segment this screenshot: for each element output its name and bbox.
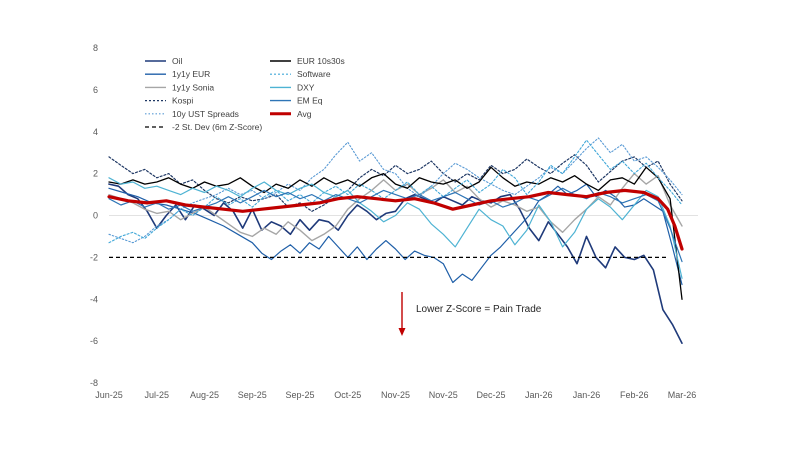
legend: Oil EUR 10s30s 1y1y EUR Software 1y1y Sonia D…	[145, 56, 345, 132]
legend-label: EUR 10s30s	[297, 56, 345, 66]
legend-item: EM Eq	[270, 96, 323, 106]
pain-trade-annotation: Lower Z-Score = Pain Trade	[416, 304, 542, 315]
pain-trade-arrow-head	[398, 328, 406, 336]
series-line-oil	[108, 183, 683, 344]
x-tick-label: Oct-25	[334, 390, 361, 400]
y-tick-label: 4	[93, 127, 98, 137]
y-tick-label: -2	[90, 252, 98, 262]
y-tick-label: -4	[90, 294, 98, 304]
legend-item: Avg	[270, 109, 312, 119]
series-line-kospi	[108, 154, 683, 212]
y-tick-label: -8	[90, 378, 98, 388]
legend-label: 10y UST Spreads	[172, 109, 239, 119]
legend-label: EM Eq	[297, 96, 323, 106]
x-tick-label: Feb-26	[620, 390, 649, 400]
x-tick-label: Sep-25	[285, 390, 314, 400]
series-line-dxy	[108, 177, 683, 279]
y-axis: 8 6 4 2 0 -2 -4 -6 -8	[90, 43, 98, 388]
y-tick-label: 6	[93, 85, 98, 95]
series-line-software	[108, 139, 683, 244]
x-axis: Jun-25 Jul-25 Aug-25 Sep-25 Sep-25 Oct-25 Nov-…	[95, 390, 696, 400]
x-tick-label: Dec-25	[476, 390, 505, 400]
legend-label: Oil	[172, 56, 183, 66]
x-tick-label: Sep-25	[238, 390, 267, 400]
annotation: Lower Z-Score = Pain Trade	[398, 292, 542, 336]
legend-item: Software	[270, 69, 331, 79]
legend-item: 1y1y Sonia	[145, 82, 214, 92]
x-tick-label: Mar-26	[668, 390, 697, 400]
y-tick-label: 0	[93, 211, 98, 221]
series-line-eur-10s30s	[108, 166, 683, 300]
legend-item: Kospi	[145, 96, 193, 106]
x-tick-label: Jul-25	[144, 390, 169, 400]
legend-label: 1y1y EUR	[172, 69, 210, 79]
legend-label: Avg	[297, 109, 312, 119]
legend-label: Software	[297, 69, 331, 79]
x-tick-label: Nov-25	[381, 390, 410, 400]
legend-label: 1y1y Sonia	[172, 82, 214, 92]
x-tick-label: Jan-26	[573, 390, 601, 400]
x-tick-label: Jan-26	[525, 390, 553, 400]
legend-label: Kospi	[172, 96, 193, 106]
series-line-avg	[107, 188, 684, 251]
series-line-10y-ust-spreads	[108, 137, 683, 244]
y-tick-label: 2	[93, 169, 98, 179]
legend-item: DXY	[270, 82, 315, 92]
y-tick-label: 8	[93, 43, 98, 53]
legend-item: Oil	[145, 56, 183, 66]
legend-item: EUR 10s30s	[270, 56, 345, 66]
x-tick-label: Nov-25	[429, 390, 458, 400]
legend-label: -2 St. Dev (6m Z-Score)	[172, 122, 262, 132]
x-tick-label: Aug-25	[190, 390, 219, 400]
series-layer	[107, 137, 684, 344]
y-tick-label: -6	[90, 336, 98, 346]
legend-item: 1y1y EUR	[145, 69, 210, 79]
legend-label: DXY	[297, 82, 315, 92]
x-tick-label: Jun-25	[95, 390, 123, 400]
legend-item: 10y UST Spreads	[145, 109, 239, 119]
legend-item: -2 St. Dev (6m Z-Score)	[145, 122, 262, 132]
